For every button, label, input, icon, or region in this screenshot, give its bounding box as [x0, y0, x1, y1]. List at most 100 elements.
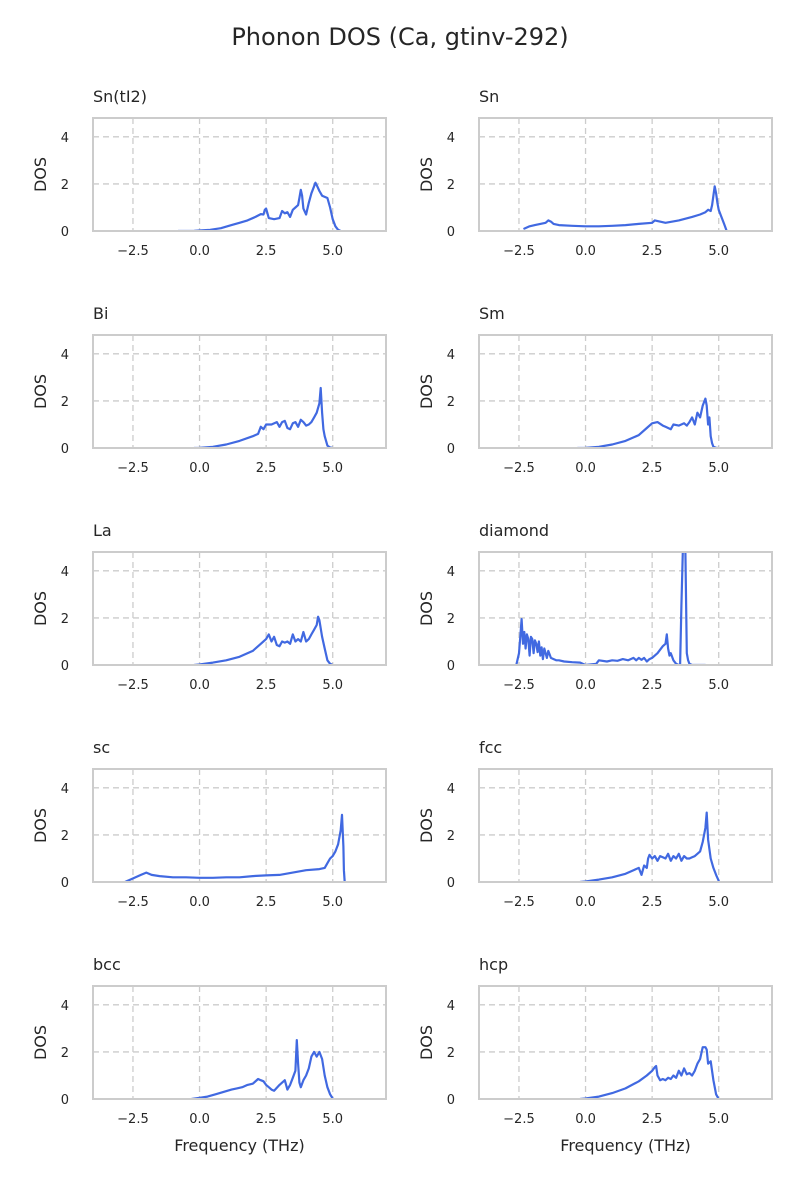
- y-tick-label: 0: [61, 225, 69, 240]
- y-tick-label: 0: [61, 442, 69, 457]
- plot-area: [478, 551, 773, 666]
- panel-8: −2.5 0.0 2.5 5.0 0 2 4 bcc DOS Frequency (THz): [31, 955, 387, 1155]
- x-tick-label: 0.0: [575, 678, 596, 693]
- panel-0: −2.5 0.0 2.5 5.0 0 2 4 Sn(tI2) DOS: [31, 87, 387, 259]
- x-tick-label: −2.5: [503, 678, 535, 693]
- y-tick-label: 0: [447, 876, 455, 891]
- panel-1: −2.5 0.0 2.5 5.0 0 2 4 Sn DOS: [417, 87, 773, 259]
- dos-line: [576, 397, 720, 448]
- x-tick-label: −2.5: [503, 244, 535, 259]
- x-tick-label: 0.0: [575, 461, 596, 476]
- y-tick-label: 2: [447, 829, 455, 844]
- panel-2: −2.5 0.0 2.5 5.0 0 2 4 Bi DOS: [31, 304, 387, 476]
- panel-4: −2.5 0.0 2.5 5.0 0 2 4 La DOS: [31, 521, 387, 693]
- dos-line: [515, 552, 707, 665]
- y-axis-label: DOS: [417, 808, 436, 843]
- plot-frame: [92, 768, 387, 883]
- x-tick-label: 2.5: [256, 244, 277, 259]
- y-tick-label: 4: [61, 565, 69, 580]
- y-axis-label: DOS: [31, 157, 50, 192]
- panel-5: −2.5 0.0 2.5 5.0 0 2 4 diamond DOS: [417, 521, 773, 693]
- panel-3: −2.5 0.0 2.5 5.0 0 2 4 Sm DOS: [417, 304, 773, 476]
- x-tick-label: 2.5: [642, 678, 663, 693]
- y-tick-label: 2: [447, 612, 455, 627]
- x-tick-label: 0.0: [189, 244, 210, 259]
- plot-frame: [478, 985, 773, 1100]
- y-tick-label: 2: [61, 395, 69, 410]
- x-tick-label: −2.5: [117, 461, 149, 476]
- x-axis-label: Frequency (THz): [174, 1136, 304, 1155]
- x-tick-label: 2.5: [642, 461, 663, 476]
- panel-title: Bi: [93, 304, 108, 323]
- figure-title: Phonon DOS (Ca, gtinv-292): [231, 23, 568, 51]
- dos-line: [193, 386, 334, 448]
- plot-area: [92, 117, 387, 232]
- x-tick-label: 5.0: [708, 1112, 729, 1127]
- panel-title: sc: [93, 738, 110, 757]
- y-axis-label: DOS: [417, 374, 436, 409]
- panel-6: −2.5 0.0 2.5 5.0 0 2 4 sc DOS: [31, 738, 387, 910]
- y-tick-label: 4: [61, 131, 69, 146]
- x-tick-label: 0.0: [189, 1112, 210, 1127]
- plot-frame: [478, 551, 773, 666]
- plot-area: [478, 117, 773, 232]
- x-tick-label: 5.0: [322, 244, 343, 259]
- plot-frame: [92, 117, 387, 232]
- plot-frame: [478, 117, 773, 232]
- x-tick-label: 2.5: [642, 1112, 663, 1127]
- y-tick-label: 4: [447, 999, 455, 1014]
- y-tick-label: 0: [447, 659, 455, 674]
- x-tick-label: −2.5: [117, 895, 149, 910]
- x-tick-label: 5.0: [322, 678, 343, 693]
- dos-line: [523, 185, 728, 231]
- plot-area: [478, 768, 773, 883]
- x-tick-label: 0.0: [189, 678, 210, 693]
- x-tick-label: 0.0: [189, 461, 210, 476]
- x-tick-label: 0.0: [575, 244, 596, 259]
- y-tick-label: 2: [61, 829, 69, 844]
- x-tick-label: 0.0: [189, 895, 210, 910]
- x-tick-label: 2.5: [256, 1112, 277, 1127]
- panel-title: hcp: [479, 955, 508, 974]
- panel-title: La: [93, 521, 112, 540]
- y-axis-label: DOS: [31, 808, 50, 843]
- x-tick-label: 5.0: [708, 461, 729, 476]
- panel-9: −2.5 0.0 2.5 5.0 0 2 4 hcp DOS Frequency (THz): [417, 955, 773, 1155]
- x-tick-label: −2.5: [503, 1112, 535, 1127]
- y-axis-label: DOS: [417, 591, 436, 626]
- y-tick-label: 2: [447, 1046, 455, 1061]
- y-tick-label: 2: [61, 1046, 69, 1061]
- x-tick-label: −2.5: [117, 1112, 149, 1127]
- dos-line: [193, 615, 334, 665]
- y-axis-label: DOS: [31, 591, 50, 626]
- x-tick-label: 2.5: [256, 461, 277, 476]
- y-axis-label: DOS: [417, 1025, 436, 1060]
- plot-area: [478, 985, 773, 1100]
- x-tick-label: 5.0: [322, 895, 343, 910]
- x-tick-label: 2.5: [642, 244, 663, 259]
- panel-title: Sn(tI2): [93, 87, 147, 106]
- panels-grid: −2.5 0.0 2.5 5.0 0 2 4 Sn(tI2) DOS −2.5 0.0 2.5 5.0 0…: [31, 87, 773, 1155]
- y-tick-label: 4: [61, 782, 69, 797]
- y-tick-label: 4: [447, 348, 455, 363]
- panel-title: bcc: [93, 955, 121, 974]
- y-tick-label: 4: [447, 782, 455, 797]
- y-tick-label: 2: [61, 612, 69, 627]
- y-tick-label: 4: [447, 131, 455, 146]
- plot-area: [478, 334, 773, 449]
- dos-line: [579, 1046, 720, 1099]
- plot-frame: [92, 334, 387, 449]
- y-tick-label: 4: [61, 999, 69, 1014]
- x-tick-label: −2.5: [117, 244, 149, 259]
- x-tick-label: 0.0: [575, 895, 596, 910]
- x-tick-label: 5.0: [708, 244, 729, 259]
- x-tick-label: 0.0: [575, 1112, 596, 1127]
- y-tick-label: 4: [447, 565, 455, 580]
- dos-line: [177, 181, 342, 231]
- plot-frame: [478, 768, 773, 883]
- y-tick-label: 2: [447, 395, 455, 410]
- y-axis-label: DOS: [31, 374, 50, 409]
- x-tick-label: 2.5: [256, 678, 277, 693]
- y-tick-label: 0: [447, 1093, 455, 1108]
